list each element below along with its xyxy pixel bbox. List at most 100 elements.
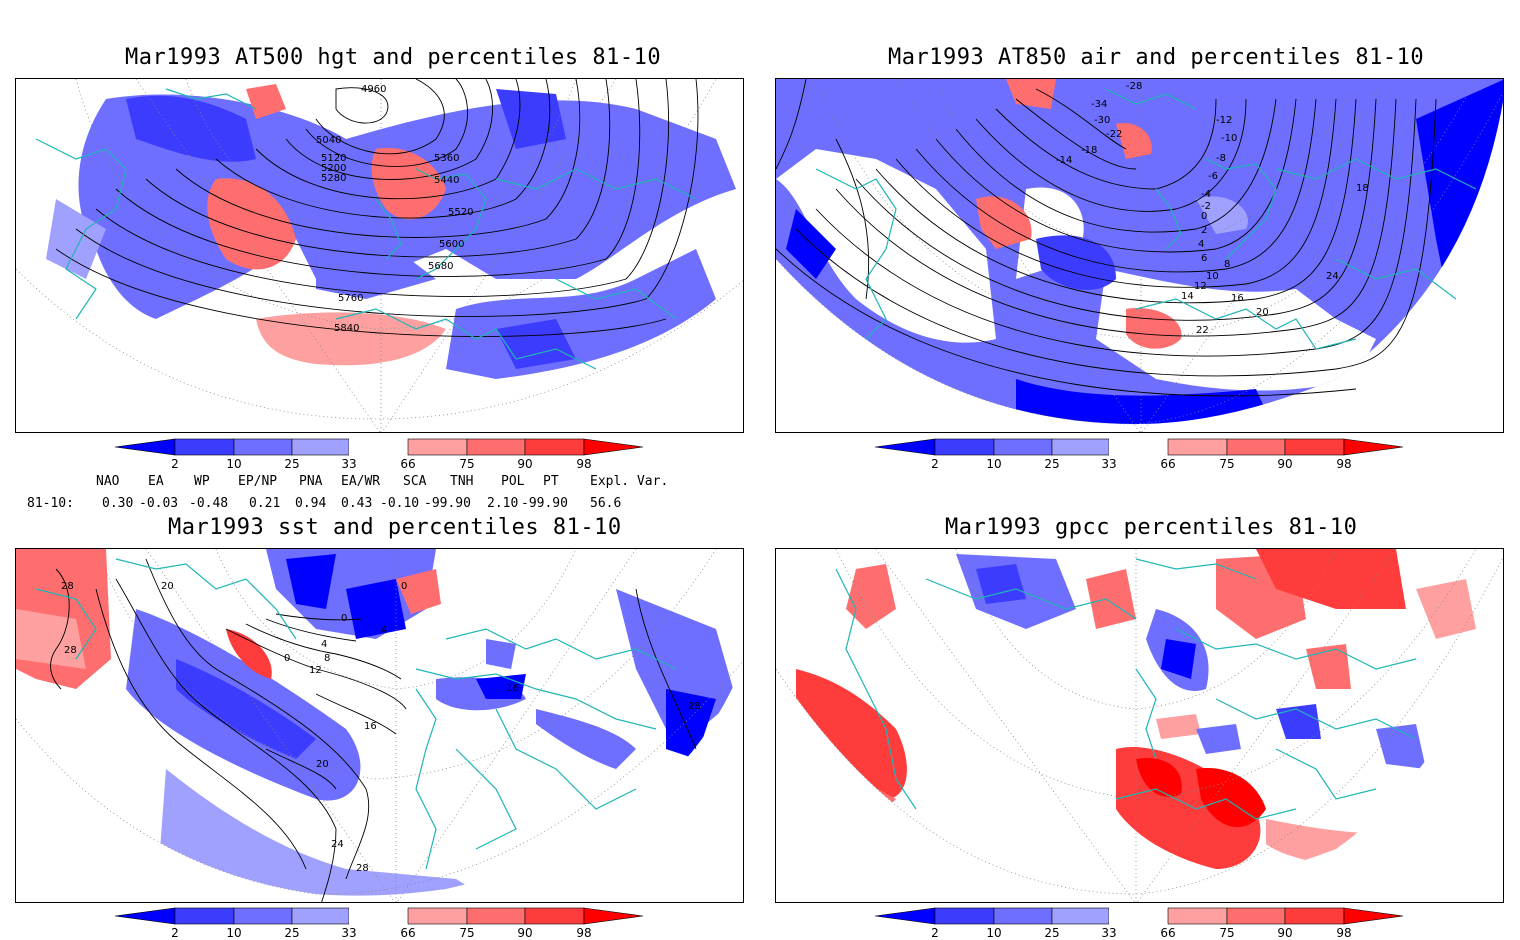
colorbar-swatches	[875, 438, 1404, 456]
colorbar-swatch	[1167, 438, 1228, 456]
colorbar-tick-label: 66	[400, 926, 415, 940]
contour-label: 28	[688, 701, 701, 712]
colorbar-swatch	[1284, 907, 1345, 925]
colorbar-tick-label: 33	[1101, 926, 1116, 940]
coastlines	[835, 558, 1417, 820]
colorbar-swatch	[291, 438, 350, 456]
near-normal-shading	[156, 769, 496, 896]
contour-label: 5760	[338, 293, 363, 304]
wet-percentile-shading	[1086, 569, 1136, 629]
colorbar-swatch	[233, 438, 293, 456]
map-air850: -28 -34 -30 -22 -18 -14 -12 -10 -8 -6 -4…	[775, 78, 1504, 433]
panel-title-hgt500: Mar1993 AT500 hgt and percentiles 81-10	[125, 45, 662, 70]
contour-label: 4	[1198, 239, 1204, 250]
colorbar-tick-label: 75	[1219, 926, 1234, 940]
contour-labels: 0 0 0 4 4 8 12 16 16 20 20 24 28 28 28 2…	[61, 581, 701, 874]
contour-label: 12	[1194, 281, 1207, 292]
map-gpcc	[775, 548, 1504, 903]
colorbar-tick-label: 25	[1044, 926, 1059, 940]
above-normal-shading	[1116, 123, 1152, 159]
colorbar-sst: 2 10 25 33 66 75 90 98	[115, 907, 644, 940]
stat-value: -0.10	[380, 496, 420, 511]
colorbar-swatch	[1226, 438, 1286, 456]
contour-label: -28	[1126, 81, 1142, 92]
colorbar-swatch	[349, 439, 408, 455]
contour-label: 8	[1224, 259, 1230, 270]
colorbar-swatch	[1343, 907, 1404, 925]
contour-label: 28	[356, 863, 369, 874]
colorbar-tick-label: 33	[1101, 457, 1116, 471]
colorbar-tick-label: 66	[1160, 457, 1175, 471]
colorbar-tick-label: 98	[1336, 457, 1351, 471]
contour-label: 0	[401, 581, 407, 592]
wet-percentile-shading	[1306, 644, 1351, 689]
colorbar-swatch	[407, 907, 468, 925]
above-normal-shading	[16, 609, 86, 669]
contour-label: 24	[1326, 271, 1339, 282]
stat-header: EA/WR	[341, 474, 381, 489]
colorbar-air850: 2 10 25 33 66 75 90 98	[875, 438, 1404, 471]
teleconnection-table: NAO EA WP EP/NP PNA EA/WR SCA TNH POL PT…	[0, 474, 760, 514]
contour-label: 20	[1256, 307, 1269, 318]
sst-contours	[50, 558, 697, 902]
contour-labels: -28 -34 -30 -22 -18 -14 -12 -10 -8 -6 -4…	[1056, 81, 1369, 336]
stat-value: -99.90	[521, 496, 568, 511]
contour-label: 5440	[434, 175, 459, 186]
colorbar-swatch	[875, 438, 936, 456]
colorbar-swatch	[934, 907, 995, 925]
stat-row-label: 81-10:	[27, 496, 74, 511]
stat-header: POL	[501, 474, 525, 489]
wet-percentile-shading	[1266, 819, 1416, 869]
colorbar-tick-label: 75	[1219, 457, 1234, 471]
wet-percentile-shading	[846, 564, 896, 629]
colorbar-swatches	[875, 907, 1404, 925]
colorbar-ticks: 2 10 25 33 66 75 90 98	[171, 457, 591, 471]
colorbar-swatch	[174, 907, 235, 925]
highest-percentile-shading	[1136, 758, 1182, 798]
wet-percentile-shading	[1416, 579, 1476, 639]
colorbar-swatch	[1051, 438, 1110, 456]
colorbar-swatch	[583, 907, 644, 925]
colorbar-tick-label: 10	[226, 457, 241, 471]
contour-label: 5600	[439, 239, 464, 250]
contour-label: 16	[1231, 293, 1244, 304]
contour-label: 5680	[428, 261, 453, 272]
map-hgt500: 4960 5040 5120 5200 5280 5360 5440 5520 …	[15, 78, 744, 433]
contour-label: 2	[1201, 225, 1207, 236]
contour-label: -4	[1201, 189, 1211, 200]
stat-header: PT	[543, 474, 559, 489]
colorbar-tick-label: 98	[576, 926, 591, 940]
near-normal-area	[776, 149, 996, 343]
low-percentile-shading	[176, 659, 316, 759]
colorbar-swatch	[524, 907, 585, 925]
contour-label: 5360	[434, 153, 459, 164]
contour-label: 5280	[321, 173, 346, 184]
colorbar-swatch	[1284, 438, 1345, 456]
colorbar-ticks: 2 10 25 33 66 75 90 98	[171, 926, 591, 940]
colorbar-swatch	[466, 907, 526, 925]
above-normal-shading	[256, 312, 446, 366]
stat-header: NAO	[96, 474, 120, 489]
stat-header: TNH	[450, 474, 474, 489]
colorbar-swatch	[291, 907, 350, 925]
contour-label: -14	[1056, 155, 1072, 166]
stat-value: -0.03	[139, 496, 179, 511]
contour-label: 10	[1206, 271, 1219, 282]
below-normal-shading	[536, 709, 636, 769]
above-normal-shading	[371, 148, 446, 220]
stat-value: -99.90	[424, 496, 471, 511]
colorbar-ticks: 2 10 25 33 66 75 90 98	[931, 926, 1351, 940]
colorbar-hgt500: 2 10 25 33 66 75 90 98	[115, 438, 644, 471]
colorbar-swatch	[1051, 907, 1110, 925]
colorbar-tick-label: 25	[1044, 457, 1059, 471]
contour-label: 4	[321, 639, 327, 650]
contour-label: -30	[1094, 115, 1110, 126]
map-sst: 0 0 0 4 4 8 12 16 16 20 20 24 28 28 28 2…	[15, 548, 744, 903]
colorbar-tick-label: 66	[1160, 926, 1175, 940]
stat-header: WP	[194, 474, 210, 489]
colorbar-tick-label: 10	[986, 926, 1001, 940]
lowest-percentile-shading	[286, 554, 336, 609]
dry-percentile-shading	[1376, 724, 1426, 769]
contour-label: 20	[316, 759, 329, 770]
panel-title-air850: Mar1993 AT850 air and percentiles 81-10	[888, 45, 1425, 70]
